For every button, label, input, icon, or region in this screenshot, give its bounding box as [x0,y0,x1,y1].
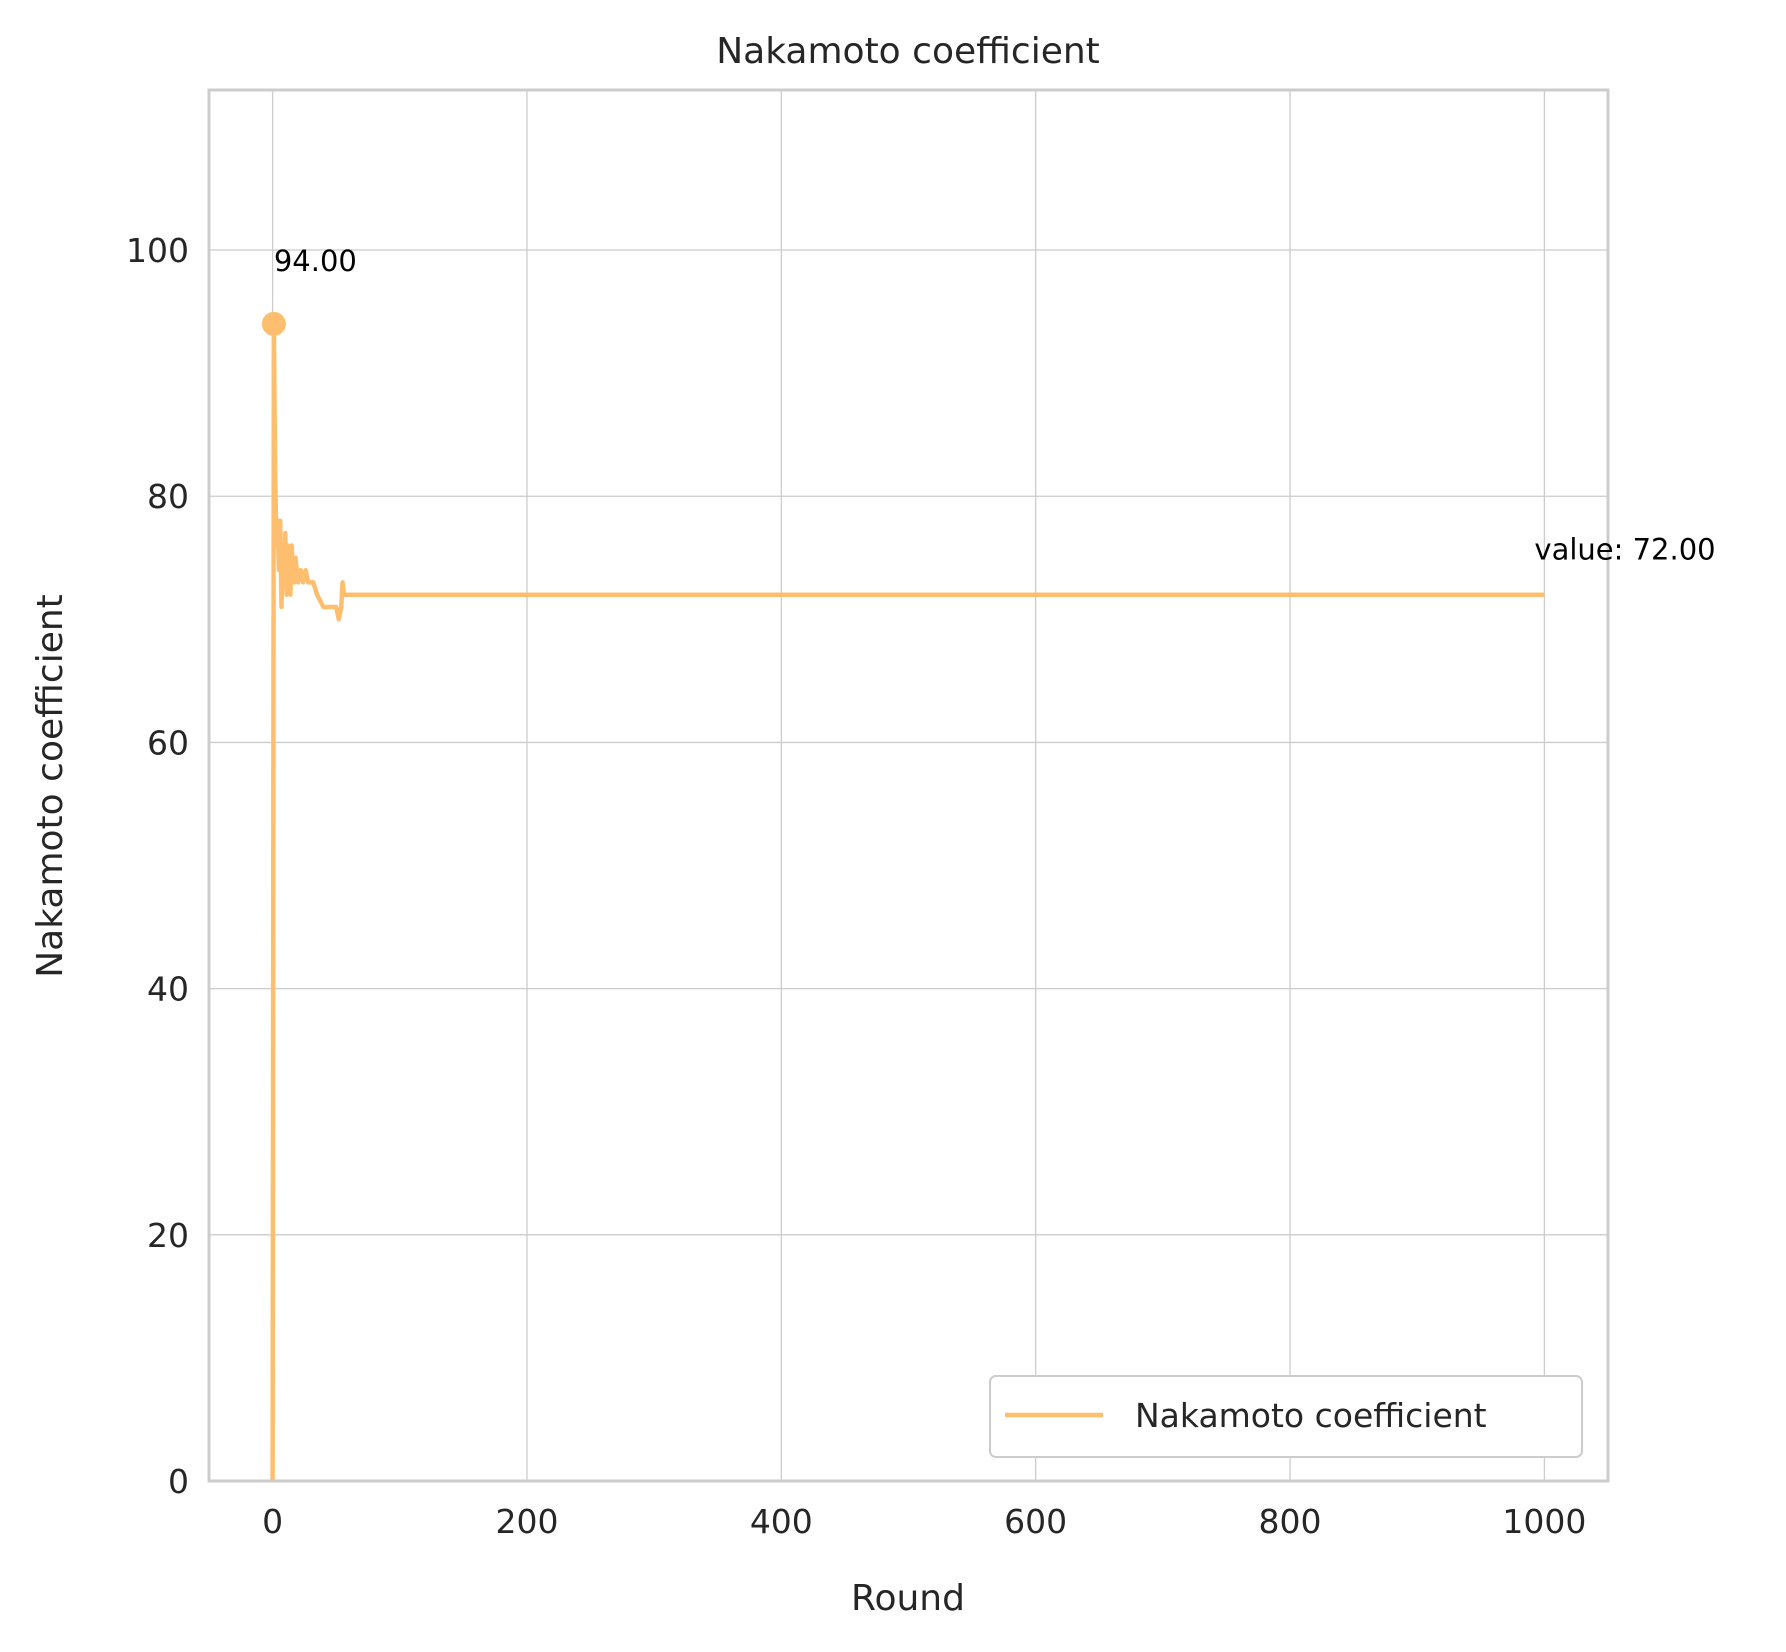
y-tick-label: 80 [147,477,189,516]
grid [209,90,1608,1482]
x-tick-label: 1000 [1502,1502,1586,1541]
legend-box [989,1375,1583,1458]
peak-annotation: 94.00 [274,244,357,278]
plot-frame [207,88,1610,1483]
plot-area [270,321,1545,1482]
y-tick-label: 0 [168,1462,189,1501]
x-tick-label: 200 [495,1502,558,1541]
y-tick-label: 20 [147,1216,189,1255]
annotations: 94.00 value: 72.00 [261,244,1716,567]
x-tick-label: 800 [1259,1502,1322,1541]
y-tick-label: 40 [147,970,189,1009]
ticks: 0 200 400 600 800 1000 0 20 40 60 80 100 [126,231,1586,1541]
legend: Nakamoto coefficient [989,1375,1583,1458]
y-tick-label: 100 [126,231,189,270]
peak-marker [261,311,286,336]
chart-title: Nakamoto coefficient [716,31,1100,72]
y-tick-label: 60 [147,723,189,762]
legend-label: Nakamoto coefficient [1135,1396,1487,1435]
x-axis-label: Round [851,1578,965,1619]
x-tick-label: 0 [262,1502,283,1541]
x-tick-label: 600 [1004,1502,1067,1541]
final-value-annotation: value: 72.00 [1534,533,1715,567]
series-line [270,321,1545,1482]
x-tick-label: 400 [750,1502,813,1541]
y-axis-label: Nakamoto coefficient [30,594,71,978]
